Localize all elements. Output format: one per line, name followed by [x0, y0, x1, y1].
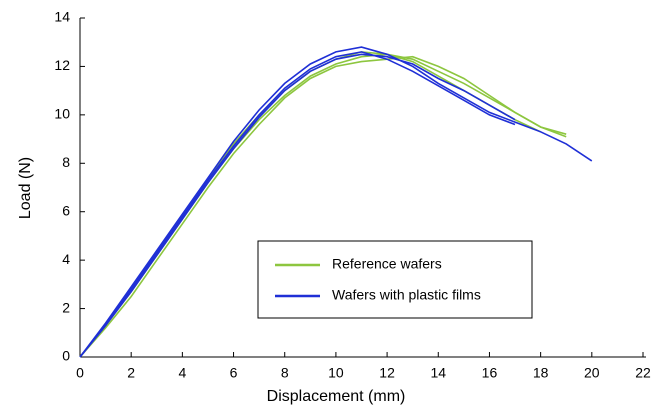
data-line	[79, 53, 516, 358]
x-tick-label: 22	[635, 365, 651, 381]
data-line	[79, 51, 516, 358]
y-tick-label: 6	[62, 202, 70, 218]
y-tick-label: 14	[54, 9, 70, 25]
x-tick-label: 18	[533, 365, 549, 381]
y-tick-label: 0	[62, 348, 70, 364]
x-tick-label: 10	[328, 365, 344, 381]
legend-label: Reference wafers	[332, 256, 442, 272]
x-axis-label: Displacement (mm)	[267, 388, 406, 405]
legend-label: Wafers with plastic films	[332, 287, 481, 303]
y-tick-label: 12	[54, 57, 70, 73]
y-axis-label: Load (N)	[17, 157, 34, 219]
y-tick-label: 2	[62, 299, 70, 315]
y-tick-label: 10	[54, 106, 70, 122]
x-tick-label: 8	[281, 365, 289, 381]
y-tick-label: 4	[62, 251, 70, 267]
x-tick-label: 4	[178, 365, 186, 381]
x-tick-label: 6	[230, 365, 238, 381]
x-tick-label: 20	[584, 365, 600, 381]
x-tick-label: 16	[482, 365, 498, 381]
x-tick-label: 14	[430, 365, 446, 381]
x-tick-label: 2	[127, 365, 135, 381]
data-line	[79, 55, 567, 358]
data-line	[79, 46, 593, 358]
y-tick-label: 8	[62, 154, 70, 170]
legend-box	[257, 240, 533, 319]
x-tick-label: 0	[76, 365, 84, 381]
x-tick-label: 12	[379, 365, 395, 381]
